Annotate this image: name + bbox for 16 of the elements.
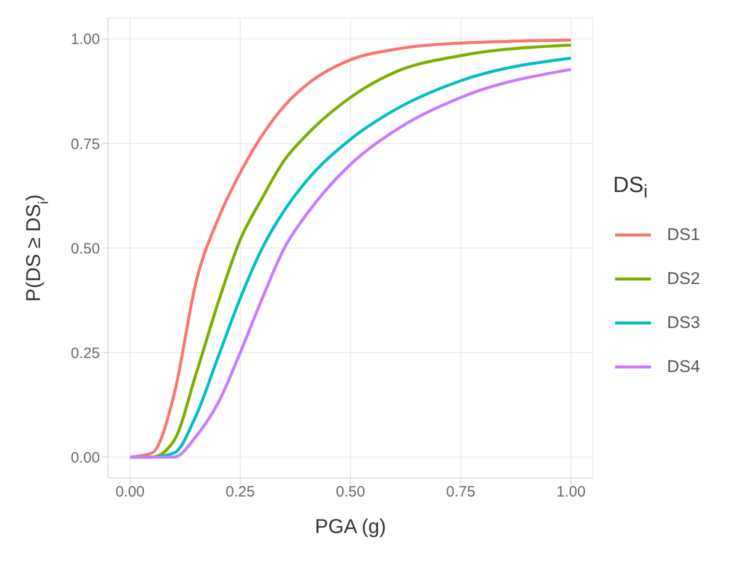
legend-title: DS$_{i}$ (613, 172, 649, 203)
x-tick-label: 0.75 (446, 484, 476, 501)
y-tick-label: 1.00 (70, 31, 100, 48)
legend-label: DS2 (667, 268, 700, 289)
legend-label: DS3 (667, 312, 700, 333)
x-axis-title: PGA (g) (314, 516, 386, 538)
y-tick-label: 0.50 (70, 240, 100, 258)
y-tick-label: 0.00 (70, 449, 100, 466)
y-tick-label: 0.25 (70, 344, 100, 362)
x-tick-label: 0.25 (226, 484, 255, 501)
legend-label: DS4 (667, 356, 700, 377)
x-tick-label: 1.00 (556, 484, 586, 501)
y-tick-label: 0.75 (70, 136, 100, 153)
legend-label: DS1 (667, 224, 700, 245)
x-tick-label: 0.00 (115, 484, 145, 501)
x-tick-label: 0.50 (336, 484, 366, 501)
